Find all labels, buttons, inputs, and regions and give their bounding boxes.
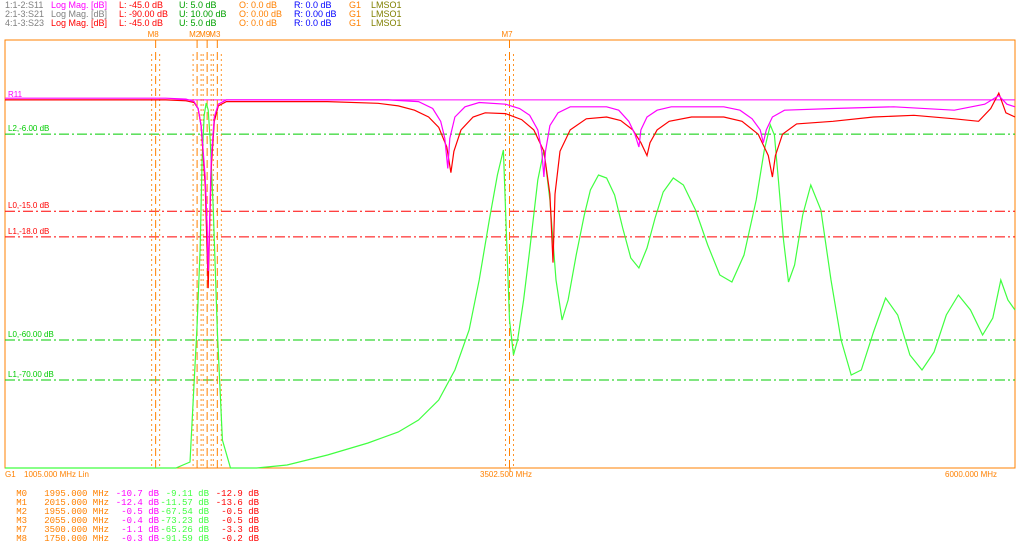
limit-label: L1,-18.0 dB — [8, 227, 49, 236]
xlabel-right: 6000.000 MHz — [945, 470, 997, 479]
ripple-label: R11 — [8, 90, 22, 99]
vmarker-label: M3 — [209, 30, 220, 39]
marker-table: M01995.000 MHz-10.7 dB-9.11 dB-12.9 dBM1… — [5, 489, 259, 543]
marker-row: M21955.000 MHz-0.5 dB-67.54 dB-0.5 dB — [5, 507, 259, 516]
marker-row: M81750.000 MHz-0.3 dB-91.59 dB-0.2 dB — [5, 534, 259, 543]
marker-row: M12015.000 MHz-12.4 dB-11.57 dB-13.6 dB — [5, 498, 259, 507]
limit-label: L0,-15.0 dB — [8, 201, 49, 210]
limit-label: L1,-70.00 dB — [8, 370, 54, 379]
plot-svg — [0, 0, 1020, 543]
gate-prefix: G1 — [5, 470, 16, 479]
marker-row: M73500.000 MHz-1.1 dB-65.26 dB-3.3 dB — [5, 525, 259, 534]
marker-row: M01995.000 MHz-10.7 dB-9.11 dB-12.9 dB — [5, 489, 259, 498]
xlabel-left: 1005.000 MHz Lin — [24, 470, 89, 479]
limit-label: L0,-60.00 dB — [8, 330, 54, 339]
vmarker-label: M8 — [148, 30, 159, 39]
xlabel-mid: 3502.500 MHz — [480, 470, 532, 479]
marker-row: M32055.000 MHz-0.4 dB-73.23 dB-0.5 dB — [5, 516, 259, 525]
vmarker-label: M7 — [501, 30, 512, 39]
header-row: 4:1-3:S23Log Mag. [dB]L: -45.0 dBU: 5.0 … — [5, 18, 421, 28]
limit-label: L2,-6.00 dB — [8, 124, 49, 133]
